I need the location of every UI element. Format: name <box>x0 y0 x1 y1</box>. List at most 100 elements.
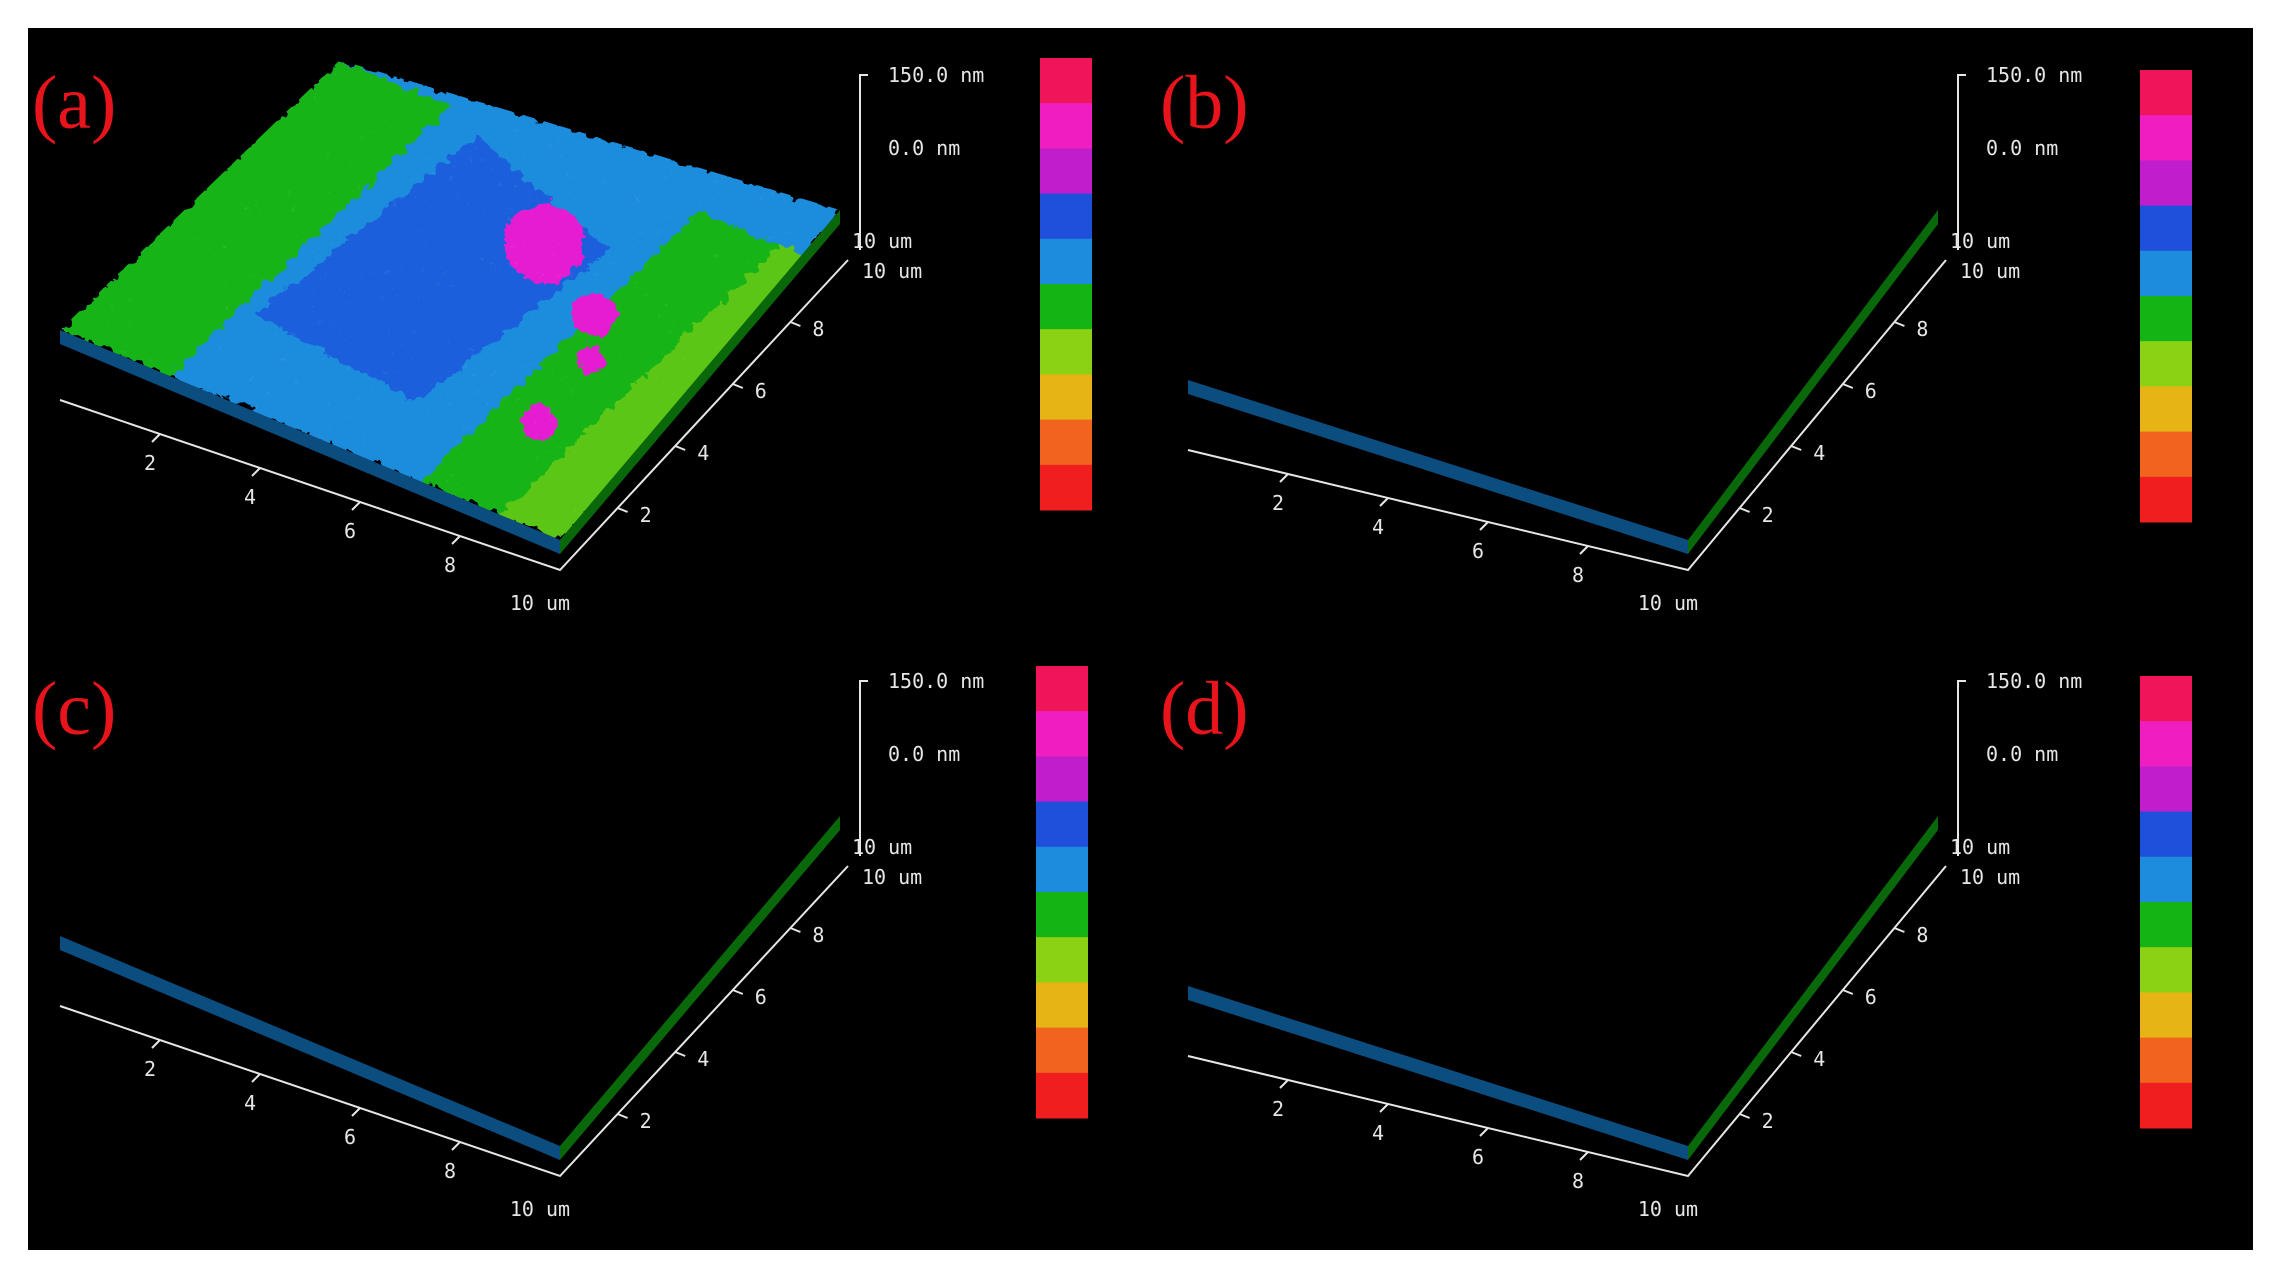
surface-front-edge <box>1188 986 1688 1160</box>
y-tick-mark <box>1894 321 1905 327</box>
colorbar-swatch <box>2140 766 2192 813</box>
z-axis-line <box>859 680 868 856</box>
afm-panel: 2 4 6 8 10 um 2 4 6 8 10 um 150.0 nm 0.0 nm 10 um (b) <box>1160 61 2192 615</box>
x-tick-label: 4 <box>1372 1121 1384 1145</box>
x-tick-label: 6 <box>344 519 356 543</box>
y-tick-label: 2 <box>640 1109 652 1133</box>
y-axis-end-label: 10 um <box>862 865 922 889</box>
colorbar-swatch <box>1036 666 1088 712</box>
x-tick-mark <box>151 433 161 443</box>
x-tick-label: 6 <box>1472 539 1484 563</box>
y-axis-end-label: 10 um <box>1960 865 2020 889</box>
base-axis-line <box>1187 865 1947 1178</box>
x-tick-label: 8 <box>444 553 456 577</box>
colorbar <box>2140 676 2192 1129</box>
y-tick-label: 8 <box>1916 923 1928 947</box>
colorbar-swatch <box>1040 103 1092 149</box>
afm-panel: 2 4 6 8 10 um 2 4 6 8 10 um 150.0 nm 0.0 nm 10 um (d) <box>1160 667 2192 1221</box>
x-tick-mark <box>1479 1127 1489 1137</box>
x-tick-label: 2 <box>1272 491 1284 515</box>
x-tick-mark <box>351 501 361 511</box>
colorbar-swatch <box>2140 250 2192 297</box>
z-top-label: 150.0 nm <box>888 63 984 87</box>
colorbar-swatch <box>2140 947 2192 993</box>
x-tick-mark <box>1279 1079 1289 1089</box>
x-tick-label: 2 <box>144 451 156 475</box>
surface-right-edge <box>1688 816 1938 1160</box>
surface-right-edge <box>560 210 840 554</box>
x-tick-label: 6 <box>1472 1145 1484 1169</box>
x-tick-mark <box>351 1107 361 1117</box>
y-tick-mark <box>1894 927 1905 933</box>
y-tick-label: 4 <box>1813 1047 1825 1071</box>
z-mid-label: 0.0 nm <box>888 742 960 766</box>
y-axis-end-label: 10 um <box>862 259 922 283</box>
y-tick-label: 4 <box>697 1047 709 1071</box>
colorbar-swatch <box>2140 115 2192 161</box>
colorbar-swatch <box>2140 856 2192 903</box>
y-tick-mark <box>1842 989 1854 995</box>
z-mid-label: 0.0 nm <box>1986 742 2058 766</box>
base-axis-line <box>1187 259 1947 572</box>
surface-front-edge <box>60 936 560 1160</box>
z-top-label: 150.0 nm <box>1986 669 2082 693</box>
x-axis-end-label: 10 um <box>1638 1197 1698 1221</box>
colorbar-swatch <box>2140 676 2192 722</box>
colorbar-swatch <box>2140 811 2192 858</box>
y-tick-mark <box>674 445 686 451</box>
y-tick-mark <box>1842 383 1854 389</box>
afm-panel: 2 4 6 8 10 um 2 4 6 8 10 um 150.0 nm 0.0 nm 10 um (c) <box>32 666 1088 1221</box>
colorbar-swatch <box>1040 148 1092 195</box>
surface-topography <box>60 816 840 1160</box>
y-tick-label: 2 <box>640 503 652 527</box>
colorbar-swatch <box>2140 341 2192 387</box>
colorbar-swatch <box>1040 238 1092 285</box>
x-axis-end-label: 10 um <box>1638 591 1698 615</box>
colorbar-swatch <box>1036 982 1088 1029</box>
colorbar-swatch <box>2140 476 2192 523</box>
y-tick-label: 6 <box>1865 379 1877 403</box>
z-mid-label: 0.0 nm <box>1986 136 2058 160</box>
x-tick-label: 8 <box>1572 563 1584 587</box>
x-tick-label: 4 <box>244 485 256 509</box>
panel-label: (c) <box>32 667 116 751</box>
colorbar-swatch <box>2140 296 2192 342</box>
z-top-label: 150.0 nm <box>888 669 984 693</box>
x-tick-mark <box>251 1073 261 1083</box>
y-tick-label: 6 <box>1865 985 1877 1009</box>
y-tick-label: 4 <box>697 441 709 465</box>
surface-right-edge <box>560 816 840 1160</box>
colorbar-swatch <box>1040 329 1092 375</box>
colorbar-swatch <box>1036 846 1088 893</box>
y-tick-mark <box>674 1051 686 1057</box>
y-tick-mark <box>732 989 744 995</box>
y-tick-mark <box>1739 1113 1750 1119</box>
x-axis-end-label: 10 um <box>510 591 570 615</box>
x-tick-label: 2 <box>144 1057 156 1081</box>
x-tick-label: 6 <box>344 1125 356 1149</box>
x-tick-mark <box>1379 1103 1389 1113</box>
x-tick-label: 2 <box>1272 1097 1284 1121</box>
x-tick-mark <box>1579 1151 1589 1161</box>
x-tick-mark <box>1579 545 1589 555</box>
colorbar-swatch <box>1040 193 1092 240</box>
surface-topography <box>1188 210 1938 554</box>
y-tick-mark <box>732 383 744 389</box>
y-tick-label: 6 <box>755 985 767 1009</box>
colorbar-swatch <box>1036 756 1088 803</box>
colorbar <box>2140 70 2192 523</box>
colorbar-swatch <box>1036 892 1088 938</box>
colorbar-swatch <box>1040 464 1092 511</box>
y-tick-mark <box>617 1113 628 1119</box>
colorbar-swatch <box>1036 1072 1088 1119</box>
z-axis-line <box>1957 74 1966 250</box>
colorbar-swatch <box>2140 721 2192 767</box>
surface-topography <box>1188 816 1938 1160</box>
y-tick-label: 4 <box>1813 441 1825 465</box>
y-tick-label: 8 <box>812 923 824 947</box>
y-tick-mark <box>790 321 801 327</box>
surface-right-edge <box>1688 210 1938 554</box>
z-bottom-label: 10 um <box>852 229 912 253</box>
x-tick-mark <box>451 1141 461 1151</box>
afm-panel: 2 4 6 8 10 um 2 4 6 8 10 um 150.0 nm 0.0 nm 10 um (a) <box>32 58 1092 615</box>
